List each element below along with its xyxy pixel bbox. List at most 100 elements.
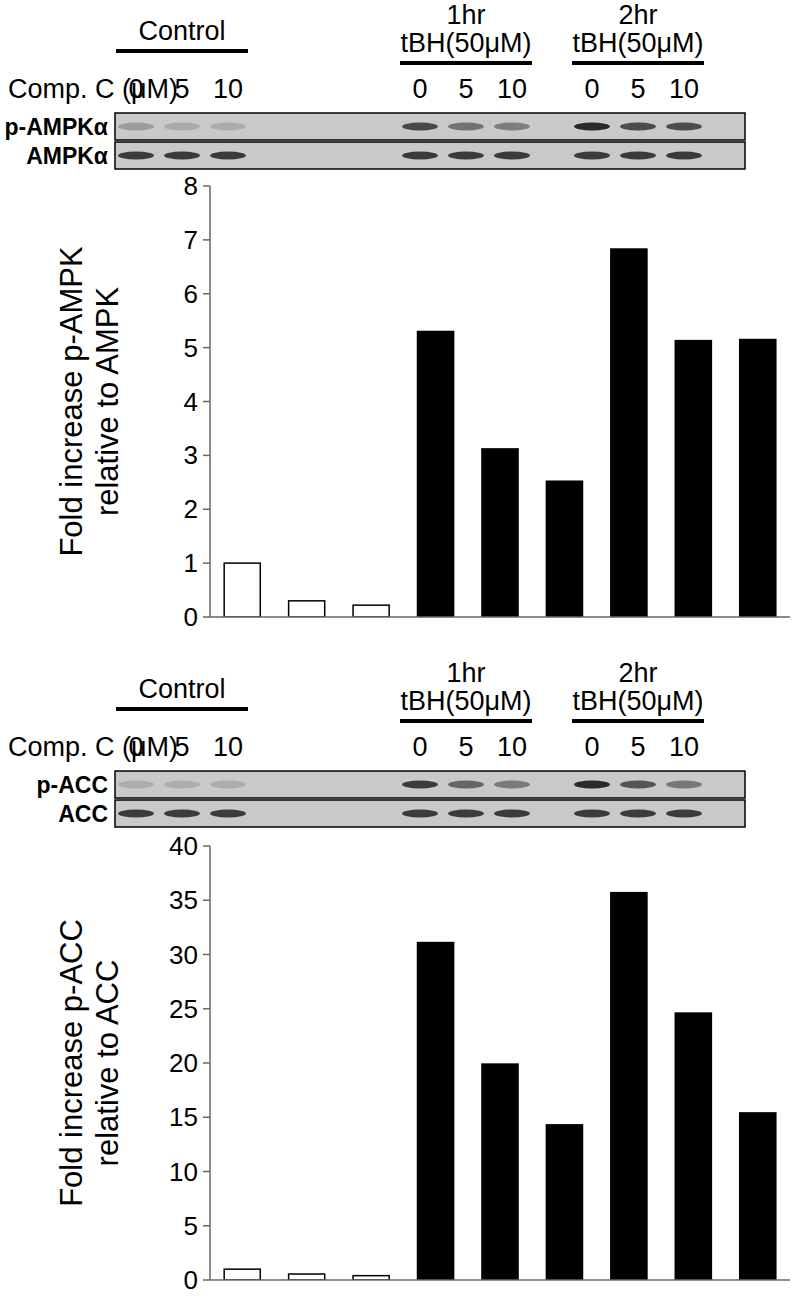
blot-band	[666, 781, 702, 789]
group-label: tBH(50μM)	[400, 686, 531, 716]
blot-band	[448, 781, 484, 789]
bar	[546, 481, 582, 617]
blot-band	[494, 781, 530, 789]
category-label: 5	[630, 74, 645, 104]
group-label: 2hr	[618, 0, 657, 30]
blot-band	[118, 810, 154, 818]
category-label: 0	[412, 732, 427, 762]
blot-band	[210, 781, 246, 789]
category-label: 5	[630, 732, 645, 762]
panel: Control1hrtBH(50μM)2hrtBH(50μM)Comp. C (…	[8, 658, 790, 1295]
category-label: 5	[458, 74, 473, 104]
bar	[224, 563, 260, 617]
y-axis-label: relative to AMPK	[90, 287, 125, 516]
y-tick	[203, 1279, 210, 1281]
y-tick	[203, 1117, 210, 1119]
panel: Control1hrtBH(50μM)2hrtBH(50μM)Comp. C (…	[4, 0, 790, 632]
y-tick-label: 3	[184, 440, 198, 470]
x-axis	[210, 1279, 790, 1281]
y-tick	[203, 1062, 210, 1064]
category-label: 10	[669, 732, 699, 762]
category-label: 10	[497, 732, 527, 762]
blot-band	[118, 123, 154, 131]
figure: Control1hrtBH(50μM)2hrtBH(50μM)Comp. C (…	[0, 0, 800, 1301]
blot-band	[448, 123, 484, 131]
y-tick	[203, 1171, 210, 1173]
bar	[675, 1013, 711, 1280]
y-tick	[203, 509, 210, 511]
blot-band	[448, 152, 484, 160]
blot-band	[164, 152, 200, 160]
group-label: 1hr	[446, 658, 485, 688]
blot-band	[494, 123, 530, 131]
blot-band	[620, 781, 656, 789]
category-label: 10	[497, 74, 527, 104]
bar	[353, 605, 389, 617]
bar	[418, 943, 454, 1280]
bar	[740, 340, 776, 617]
blot-band	[402, 810, 438, 818]
group-label: 1hr	[446, 0, 485, 30]
bar	[740, 1113, 776, 1280]
blot-band	[666, 123, 702, 131]
blot-band	[666, 810, 702, 818]
y-tick-label: 0	[184, 602, 198, 632]
y-tick	[203, 900, 210, 902]
bar	[289, 601, 325, 617]
y-tick-label: 4	[184, 387, 198, 417]
y-tick	[203, 845, 210, 847]
y-tick-label: 1	[184, 548, 198, 578]
category-label: 10	[213, 732, 243, 762]
y-tick-label: 30	[169, 940, 198, 970]
blot-band	[402, 123, 438, 131]
y-tick-label: 25	[169, 994, 198, 1024]
category-label: 0	[412, 74, 427, 104]
y-tick-label: 40	[169, 831, 198, 861]
blot-band	[494, 810, 530, 818]
blot-label: AMPKα	[26, 143, 108, 169]
x-axis	[210, 616, 790, 618]
y-tick-label: 10	[169, 1157, 198, 1187]
y-tick-label: 7	[184, 225, 198, 255]
y-tick	[203, 455, 210, 457]
blot-band	[210, 123, 246, 131]
blot-band	[574, 810, 610, 818]
blot-band	[118, 781, 154, 789]
bar	[546, 1125, 582, 1280]
group-underline	[572, 61, 704, 65]
blot-band	[164, 781, 200, 789]
bar	[675, 341, 711, 617]
blot-band	[620, 152, 656, 160]
blot-band	[210, 810, 246, 818]
group-underline	[116, 49, 248, 53]
bar	[418, 331, 454, 617]
bar	[482, 449, 518, 617]
y-tick-label: 2	[184, 494, 198, 524]
blot-band	[574, 152, 610, 160]
bar	[482, 1064, 518, 1280]
y-tick	[203, 239, 210, 241]
category-label: 10	[669, 74, 699, 104]
bar	[224, 1269, 260, 1280]
category-label: 0	[584, 732, 599, 762]
blot-band	[210, 152, 246, 160]
y-tick-label: 35	[169, 885, 198, 915]
y-axis-label: relative to ACC	[90, 960, 125, 1167]
blot-panel	[115, 800, 745, 827]
category-label: 5	[458, 732, 473, 762]
y-tick-label: 15	[169, 1102, 198, 1132]
bar	[611, 893, 647, 1280]
y-tick	[203, 616, 210, 618]
bar	[611, 249, 647, 617]
group-label: 2hr	[618, 658, 657, 688]
y-tick	[203, 562, 210, 564]
y-tick-label: 5	[184, 333, 198, 363]
blot-band	[620, 810, 656, 818]
group-underline	[116, 707, 248, 711]
y-tick-label: 8	[184, 171, 198, 201]
bars	[224, 249, 776, 617]
blot-label: ACC	[58, 801, 108, 827]
category-label: 10	[213, 74, 243, 104]
group-underline	[572, 719, 704, 723]
blot-panel	[115, 113, 745, 140]
